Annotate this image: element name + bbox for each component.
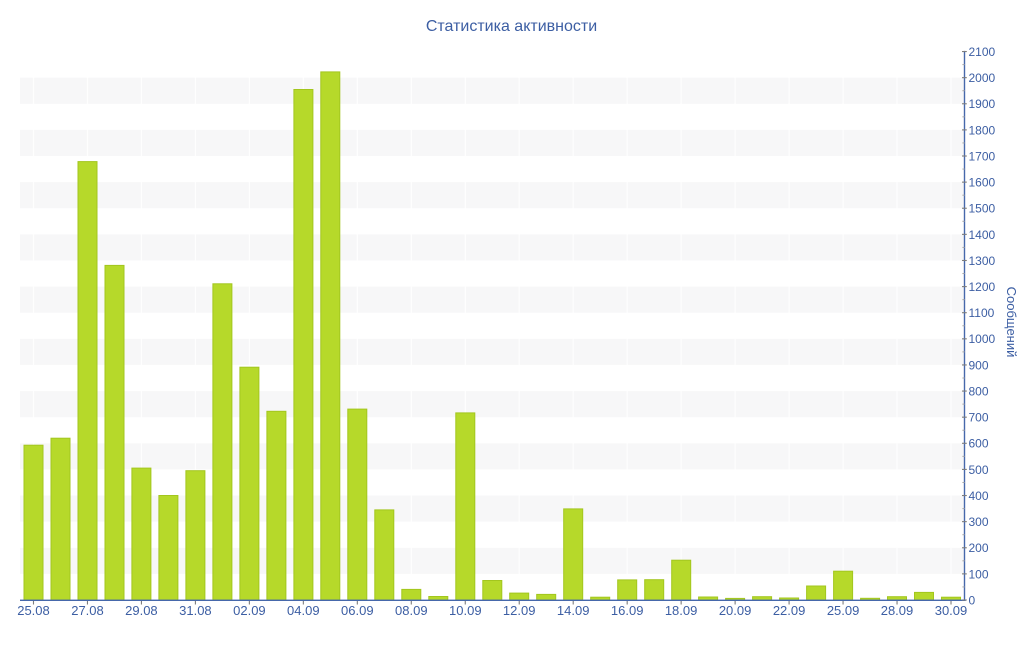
svg-text:29.08: 29.08 <box>125 603 158 618</box>
svg-text:Сообщений: Сообщений <box>1004 287 1019 358</box>
svg-text:1700: 1700 <box>969 149 996 163</box>
svg-text:06.09: 06.09 <box>341 603 374 618</box>
svg-text:1900: 1900 <box>969 97 996 111</box>
svg-text:27.08: 27.08 <box>71 603 104 618</box>
svg-text:18.09: 18.09 <box>665 603 698 618</box>
svg-text:1400: 1400 <box>969 228 996 242</box>
svg-text:500: 500 <box>969 463 989 477</box>
svg-text:100: 100 <box>969 567 989 581</box>
svg-text:04.09: 04.09 <box>287 603 320 618</box>
svg-text:1000: 1000 <box>969 332 996 346</box>
svg-text:1500: 1500 <box>969 202 996 216</box>
svg-text:22.09: 22.09 <box>773 603 806 618</box>
svg-text:2000: 2000 <box>969 71 996 85</box>
svg-text:12.09: 12.09 <box>503 603 536 618</box>
svg-text:30.09: 30.09 <box>935 603 968 618</box>
svg-text:25.08: 25.08 <box>17 603 50 618</box>
svg-text:1200: 1200 <box>969 280 996 294</box>
svg-text:25.09: 25.09 <box>827 603 860 618</box>
svg-text:2100: 2100 <box>969 45 996 59</box>
svg-text:02.09: 02.09 <box>233 603 266 618</box>
svg-text:900: 900 <box>969 358 989 372</box>
svg-text:14.09: 14.09 <box>557 603 590 618</box>
svg-text:200: 200 <box>969 541 989 555</box>
svg-text:300: 300 <box>969 515 989 529</box>
svg-text:1100: 1100 <box>969 306 995 320</box>
svg-text:1800: 1800 <box>969 123 996 137</box>
svg-text:20.09: 20.09 <box>719 603 752 618</box>
svg-text:16.09: 16.09 <box>611 603 644 618</box>
svg-text:800: 800 <box>969 385 989 399</box>
svg-text:08.09: 08.09 <box>395 603 428 618</box>
svg-text:28.09: 28.09 <box>881 603 914 618</box>
svg-text:1600: 1600 <box>969 176 996 190</box>
svg-text:10.09: 10.09 <box>449 603 482 618</box>
svg-text:600: 600 <box>969 437 989 451</box>
svg-text:700: 700 <box>969 411 989 425</box>
svg-text:0: 0 <box>969 593 976 607</box>
svg-text:400: 400 <box>969 489 989 503</box>
svg-text:1300: 1300 <box>969 254 996 268</box>
svg-text:Статистика активности: Статистика активности <box>426 18 597 35</box>
svg-text:31.08: 31.08 <box>179 603 212 618</box>
